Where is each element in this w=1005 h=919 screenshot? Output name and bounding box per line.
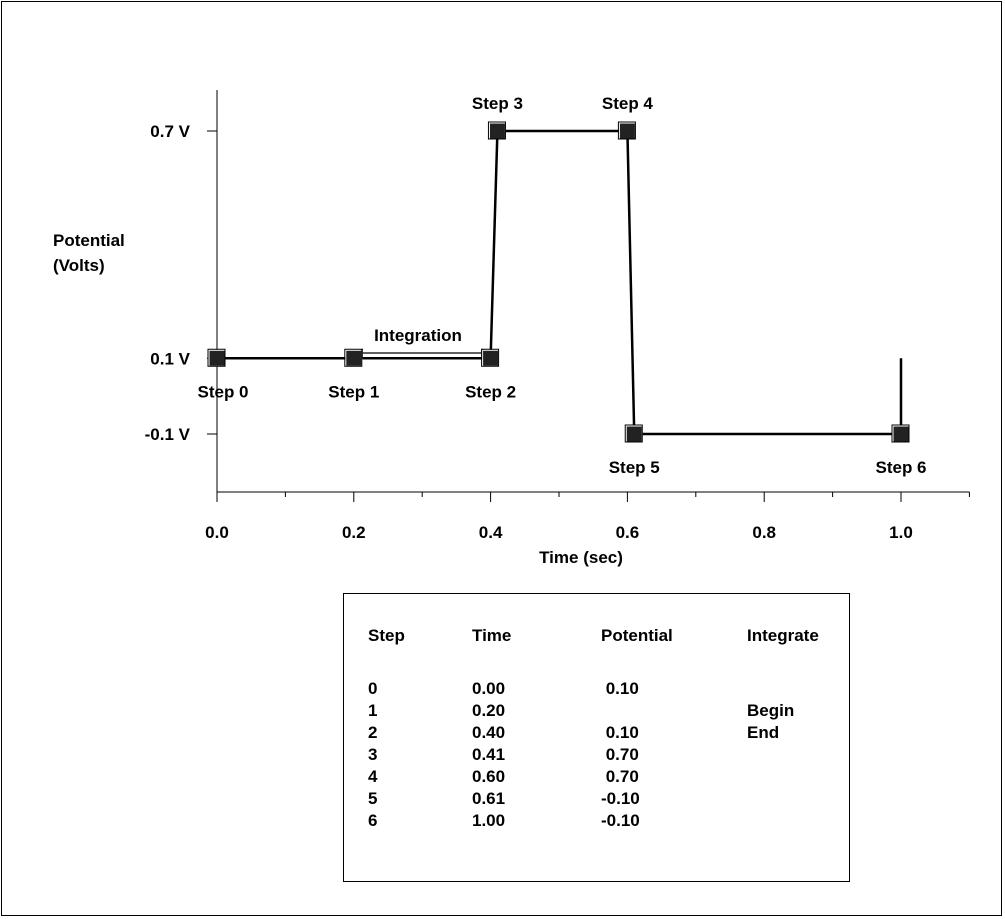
table-cell: -0.10	[601, 811, 640, 830]
data-point-marker-outline	[344, 348, 363, 367]
x-tick-label: 0.4	[479, 523, 503, 542]
table-cell: 0.70	[601, 767, 639, 786]
table-header-cell: Step	[368, 626, 405, 645]
data-point-marker	[482, 349, 500, 367]
data-point-marker-outline	[481, 348, 500, 367]
step-label: Step 1	[328, 382, 379, 401]
data-point-marker-outline	[891, 424, 910, 443]
step-label: Step 3	[472, 94, 523, 113]
step-label: Step 6	[875, 458, 926, 477]
y-axis-title-line1: Potential	[53, 231, 125, 250]
table-cell: 1.00	[472, 811, 506, 830]
integration-label: Integration	[374, 326, 462, 345]
step-label: Step 5	[609, 458, 660, 477]
table-header-cell: Integrate	[747, 626, 819, 645]
step-label: Step 2	[465, 382, 516, 401]
y-tick-label: 0.1 V	[150, 349, 190, 368]
x-tick-label: 0.8	[752, 523, 776, 542]
table-cell: -0.10	[601, 789, 640, 808]
table-cell: 6	[368, 811, 378, 830]
table-cell: 3	[368, 745, 378, 764]
table-cell: 5	[368, 789, 378, 808]
table-cell: 2	[368, 723, 378, 742]
data-point-marker	[618, 122, 636, 140]
data-point-marker	[488, 122, 506, 140]
x-tick-label: 0.0	[205, 523, 229, 542]
y-axis-title-line2: (Volts)	[53, 256, 105, 275]
table-cell: Begin	[747, 701, 795, 720]
x-tick-label: 0.6	[616, 523, 640, 542]
table-cell: 0.00	[472, 679, 506, 698]
x-tick-label: 0.2	[342, 523, 366, 542]
data-point-marker-outline	[207, 348, 226, 367]
table-cell: 0.70	[601, 745, 639, 764]
table-header-cell: Potential	[601, 626, 673, 645]
table-cell: 1	[368, 701, 378, 720]
table-cell: 0.20	[472, 701, 506, 720]
x-axis-title: Time (sec)	[539, 548, 623, 567]
x-tick-label: 1.0	[889, 523, 913, 542]
data-point-marker	[208, 349, 226, 367]
step-label: Step 0	[197, 382, 248, 401]
table-cell: 0	[368, 679, 378, 698]
table-cell: 4	[368, 767, 378, 786]
table-cell: 0.60	[472, 767, 506, 786]
table-cell: 0.10	[601, 723, 639, 742]
y-tick-label: -0.1 V	[145, 425, 191, 444]
potential-step-chart: 0.0 0.2 0.4 0.6 0.8 1.0 Time (sec) 0.7 V 0.1 V -0…	[53, 90, 970, 567]
table-cell: 0.61	[472, 789, 506, 808]
table-cell: 0.40	[472, 723, 506, 742]
table-cell: 0.41	[472, 745, 506, 764]
table-cell: End	[747, 723, 780, 742]
data-point-marker-outline	[624, 424, 643, 443]
data-point-marker-outline	[487, 121, 506, 140]
table-header-cell: Time	[472, 626, 512, 645]
potential-line	[217, 129, 901, 436]
step-label: Step 4	[602, 94, 654, 113]
data-point-marker	[345, 349, 363, 367]
table-cell: 0.10	[601, 679, 639, 698]
data-point-marker	[892, 425, 910, 443]
step-table: Step Time Potential Integrate 0 0.00 0.10 1 0.2…	[343, 593, 850, 882]
data-point-marker	[625, 425, 643, 443]
data-point-marker-outline	[617, 121, 636, 140]
y-tick-label: 0.7 V	[150, 122, 190, 141]
